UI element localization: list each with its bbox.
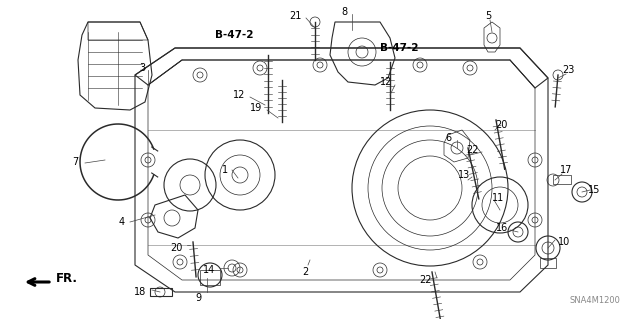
Text: 14: 14 — [203, 265, 215, 275]
Text: 10: 10 — [558, 237, 570, 247]
Text: 7: 7 — [72, 157, 78, 167]
Text: 23: 23 — [562, 65, 574, 75]
Text: B-47-2: B-47-2 — [215, 30, 253, 40]
Text: 22: 22 — [467, 145, 479, 155]
Bar — [540, 258, 556, 268]
Text: 1: 1 — [222, 165, 228, 175]
Text: 3: 3 — [139, 63, 145, 73]
Text: B-47-2: B-47-2 — [380, 43, 419, 53]
Text: 4: 4 — [119, 217, 125, 227]
Text: 22: 22 — [419, 275, 432, 285]
Text: 9: 9 — [196, 293, 202, 303]
Text: 5: 5 — [485, 11, 491, 21]
Text: SNA4M1200: SNA4M1200 — [569, 296, 620, 305]
Text: 17: 17 — [560, 165, 572, 175]
Text: 12: 12 — [380, 77, 392, 87]
Bar — [200, 270, 220, 285]
Text: 20: 20 — [495, 120, 508, 130]
Bar — [553, 175, 571, 184]
Text: 12: 12 — [232, 90, 245, 100]
Text: 2: 2 — [302, 267, 308, 277]
Text: 19: 19 — [250, 103, 262, 113]
Text: 6: 6 — [446, 133, 452, 143]
Text: 16: 16 — [496, 223, 508, 233]
Text: 15: 15 — [588, 185, 600, 195]
Text: 8: 8 — [342, 7, 348, 17]
Text: 11: 11 — [492, 193, 504, 203]
Bar — [150, 288, 172, 296]
Text: 21: 21 — [290, 11, 302, 21]
Text: 18: 18 — [134, 287, 146, 297]
Text: 13: 13 — [458, 170, 470, 180]
Text: FR.: FR. — [56, 271, 78, 285]
Text: 20: 20 — [171, 243, 183, 253]
